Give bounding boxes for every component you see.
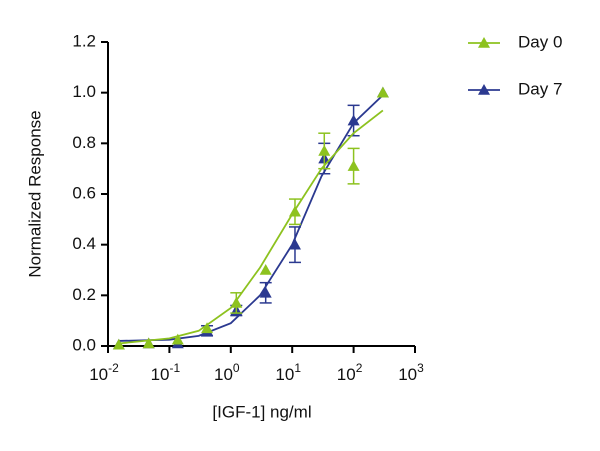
- y-tick-label: 0.0: [72, 335, 96, 354]
- x-tick-base: 10: [337, 365, 356, 384]
- y-axis-label: Normalized Response: [25, 110, 44, 277]
- x-tick-exponent: 3: [417, 361, 424, 375]
- fit-curve: [118, 94, 384, 342]
- data-point: [171, 333, 184, 345]
- x-tick-base: 10: [398, 365, 417, 384]
- data-point: [230, 296, 243, 308]
- y-tick-label: 0.6: [72, 183, 96, 202]
- x-tick-exponent: -1: [170, 361, 181, 375]
- x-tick-base: 10: [214, 365, 233, 384]
- legend-marker: [478, 37, 490, 48]
- x-tick-base: 10: [151, 365, 170, 384]
- data-point: [376, 86, 389, 98]
- x-tick-exponent: 2: [356, 361, 363, 375]
- y-tick-label: 0.8: [72, 133, 96, 152]
- x-tick-exponent: 0: [233, 361, 240, 375]
- x-tick-exponent: 1: [294, 361, 301, 375]
- x-tick-label: 101: [275, 361, 301, 384]
- data-point: [318, 144, 331, 156]
- y-tick-label: 0.2: [72, 285, 96, 304]
- data-point: [347, 160, 360, 171]
- x-tick-label: 10-1: [151, 361, 181, 384]
- data-point: [347, 114, 360, 126]
- x-tick-base: 10: [275, 365, 294, 384]
- x-tick-exponent: -2: [108, 361, 119, 375]
- y-tick-label: 1.0: [72, 82, 96, 101]
- x-axis-label: [IGF-1] ng/ml: [212, 402, 311, 421]
- data-point: [259, 264, 272, 275]
- legend-label: Day 0: [518, 32, 562, 51]
- y-tick-label: 0.4: [72, 234, 96, 253]
- data-point: [288, 205, 301, 217]
- fit-curve: [118, 109, 384, 345]
- data-point: [259, 286, 272, 298]
- y-tick-label: 1.2: [72, 31, 96, 50]
- x-tick-base: 10: [89, 365, 108, 384]
- legend-label: Day 7: [518, 79, 562, 98]
- data-point: [288, 238, 301, 250]
- x-tick-label: 100: [214, 361, 240, 384]
- data-point: [201, 322, 214, 334]
- data-point: [142, 337, 155, 349]
- x-tick-label: 102: [337, 361, 363, 384]
- x-tick-label: 103: [398, 361, 424, 384]
- data-point: [112, 338, 125, 350]
- legend-marker: [478, 84, 490, 95]
- x-tick-label: 10-2: [89, 361, 119, 384]
